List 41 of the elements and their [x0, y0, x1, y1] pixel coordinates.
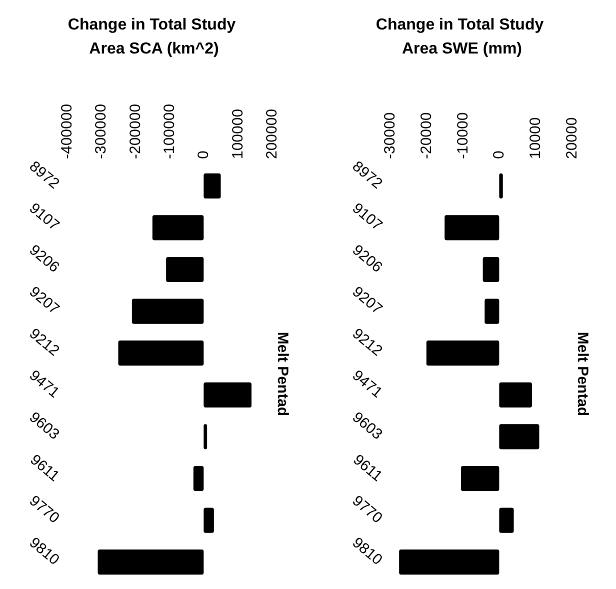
x-tick-label: 200000	[264, 108, 280, 159]
x-tick-label: -200000	[126, 104, 144, 159]
bar	[98, 550, 204, 575]
x-tick-label: 10000	[527, 117, 544, 159]
y-axis-title: Melt Pentad	[574, 332, 591, 416]
x-tick-label: -20000	[418, 112, 435, 159]
x-tick-label: -30000	[382, 112, 398, 159]
y-tick-label: 9107	[348, 200, 386, 234]
x-tick-label: -300000	[92, 104, 110, 159]
bar	[166, 256, 204, 282]
x-tick-label: -400000	[58, 104, 76, 159]
bar	[460, 466, 500, 492]
bar	[399, 550, 500, 575]
bar	[193, 466, 204, 492]
bar	[204, 173, 221, 198]
bar	[132, 298, 204, 324]
x-tick-label: 0	[490, 150, 508, 159]
y-axis-title: Melt Pentad	[274, 332, 291, 416]
bar	[499, 173, 503, 198]
x-axis-title: Change in Total Study Area SCA (km^2)	[68, 16, 240, 58]
x-axis-title: Change in Total Study Area SWE (mm)	[376, 16, 548, 58]
x-tick-label: -100000	[161, 104, 178, 159]
bar	[118, 340, 204, 366]
x-tick-label: 0	[195, 150, 212, 159]
bar	[482, 256, 500, 282]
y-tick-label: 9207	[348, 283, 386, 318]
x-tick-label: 100000	[229, 108, 246, 159]
bar	[499, 508, 514, 533]
bar	[204, 424, 208, 450]
bar	[152, 215, 204, 240]
bar	[444, 215, 500, 240]
y-tick-label: 9207	[26, 283, 62, 318]
bar	[204, 382, 252, 408]
x-tick-label: -10000	[454, 112, 472, 159]
bar	[499, 382, 532, 408]
bar	[426, 340, 500, 366]
x-tick-label: 20000	[564, 117, 580, 159]
bar	[204, 508, 214, 533]
y-tick-label: 9107	[26, 200, 62, 234]
bar	[484, 298, 500, 324]
bar	[499, 424, 540, 450]
